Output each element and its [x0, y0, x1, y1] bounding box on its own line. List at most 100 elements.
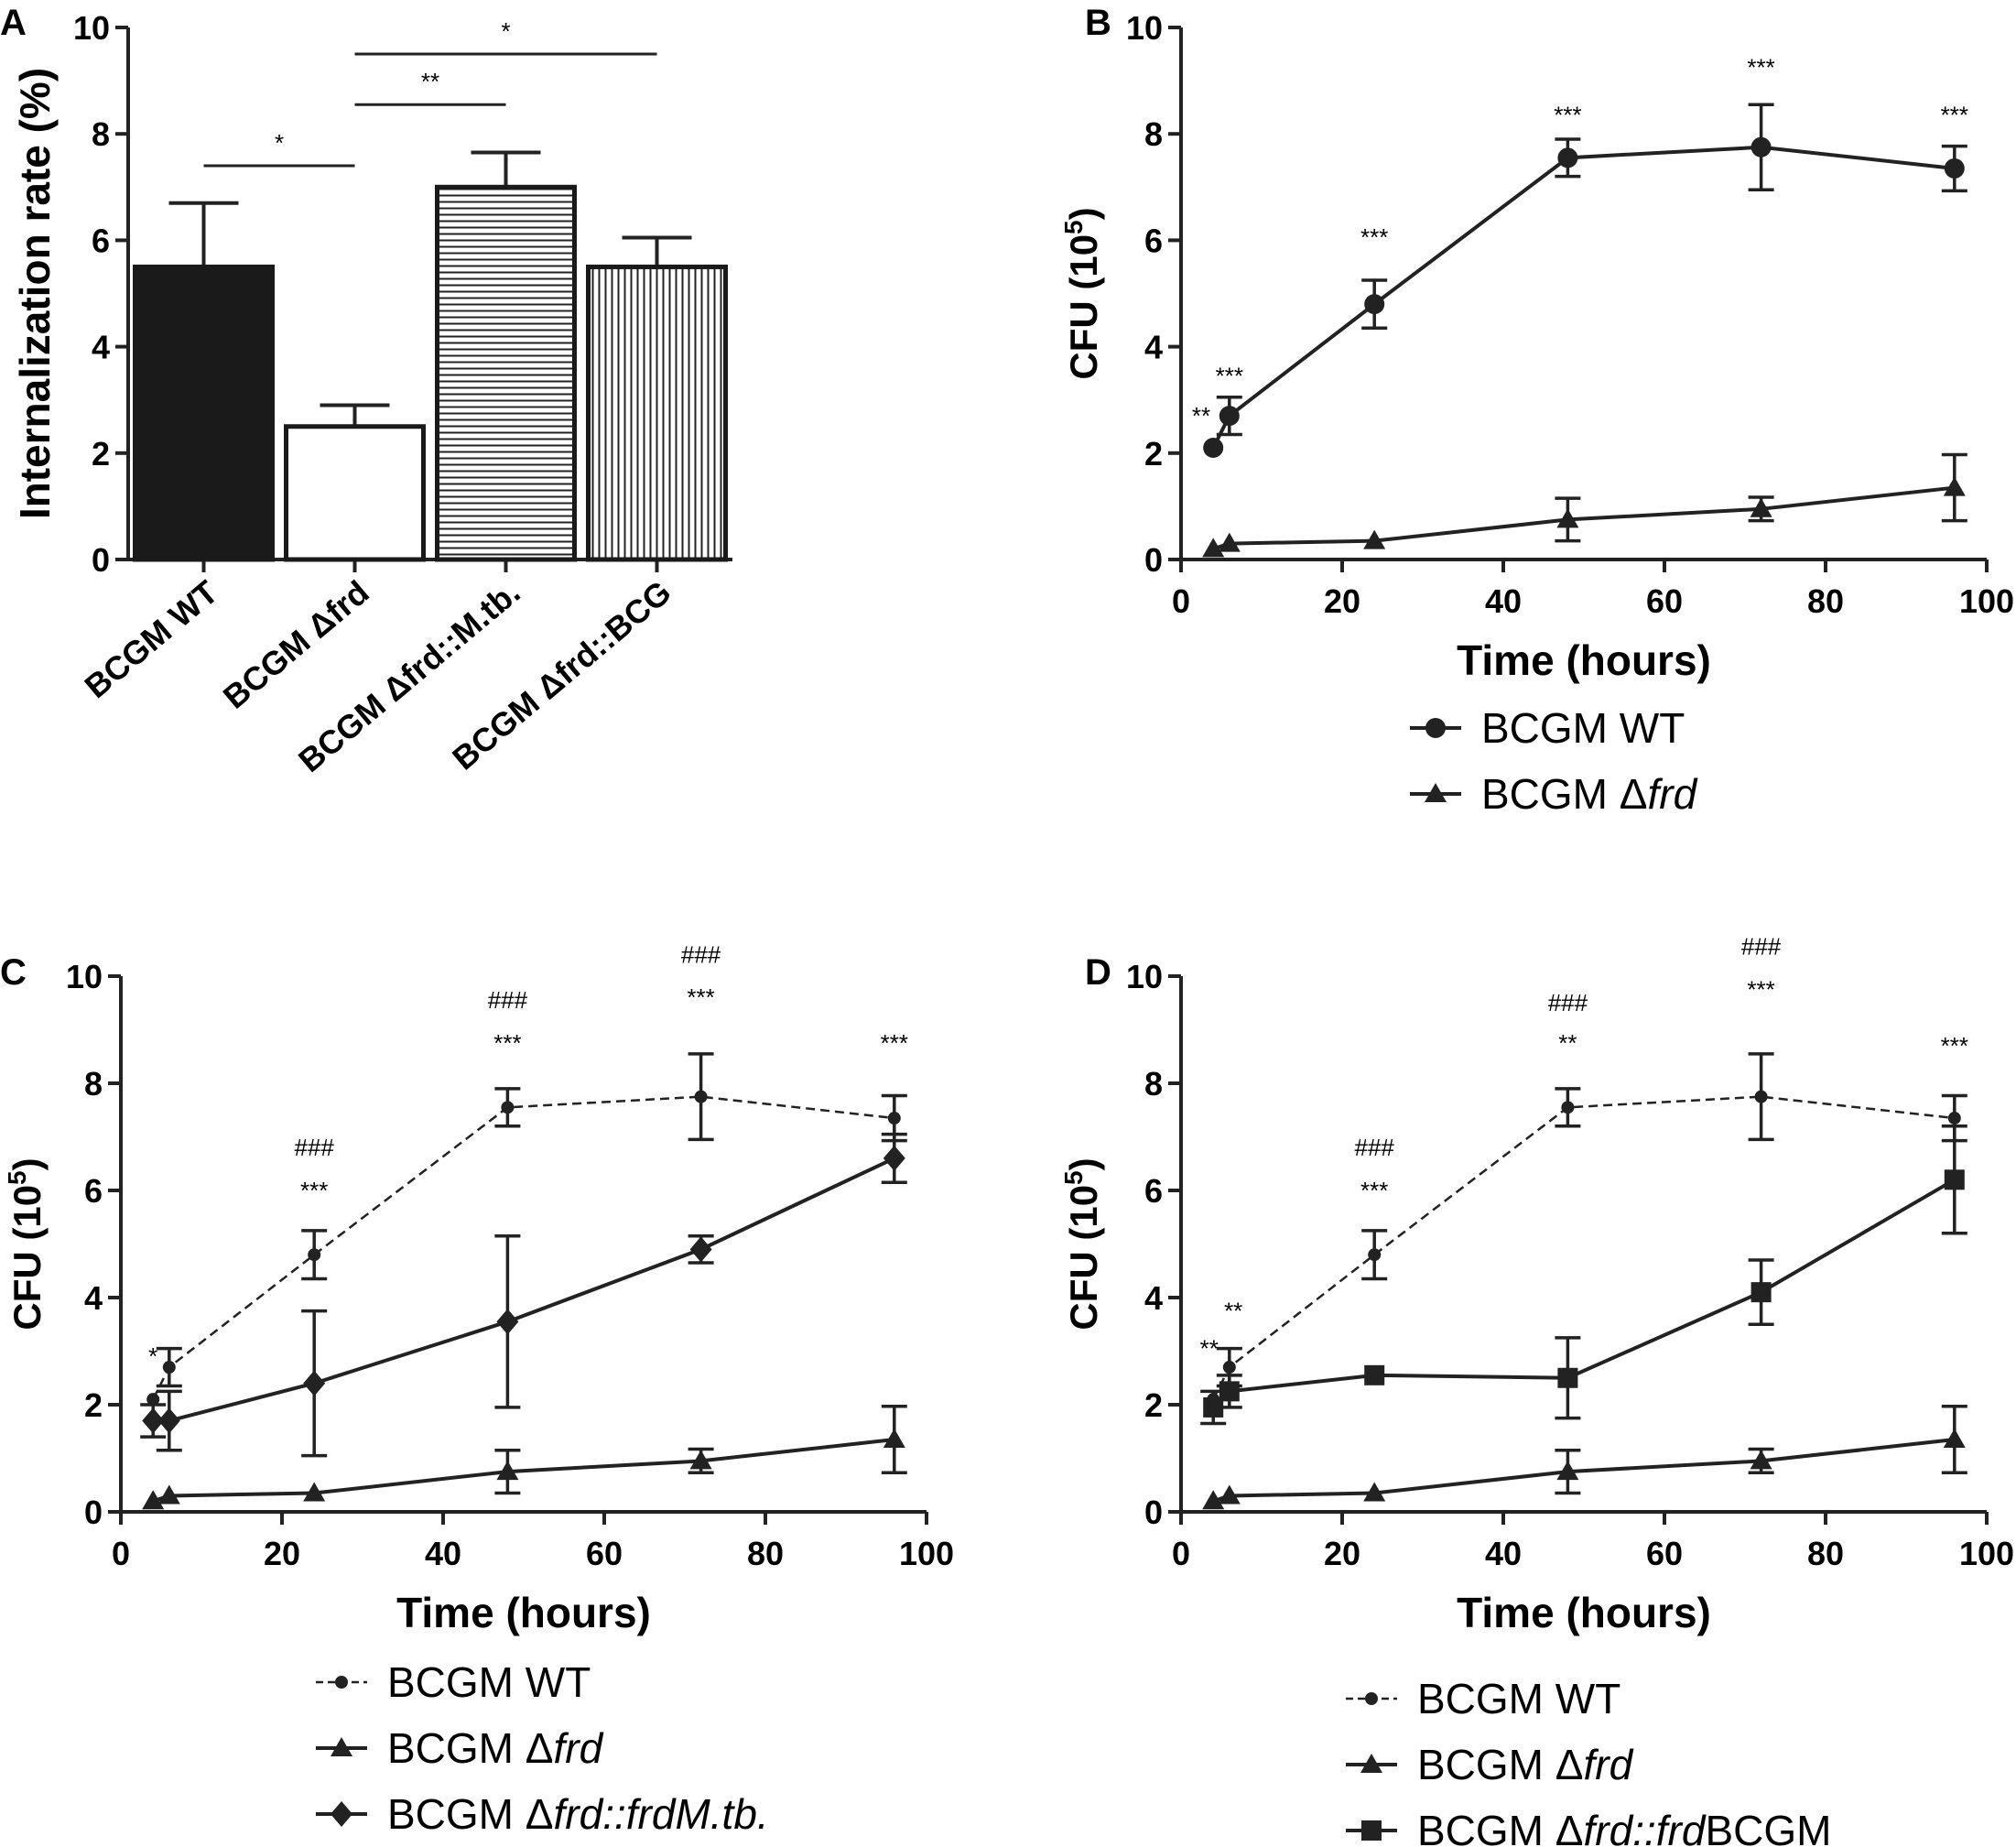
legend-label-text: WT [526, 1658, 591, 1706]
significance-label: * [275, 129, 284, 157]
y-tick-label: 4 [1144, 1279, 1163, 1317]
significance-label: *** [687, 983, 714, 1011]
legend-marker [1361, 1820, 1382, 1841]
y-axis-label-exponent: 5 [3, 1170, 31, 1185]
data-point [883, 1429, 905, 1449]
legend-label-italic: frd::frd [1584, 1807, 1707, 1847]
data-point [1363, 529, 1386, 549]
x-tick-label: 100 [1959, 1535, 2014, 1572]
legend-marker [331, 1737, 352, 1756]
legend-label-italic: frd [1584, 1741, 1634, 1788]
data-point [1556, 508, 1579, 528]
data-point [496, 1461, 519, 1481]
significance-label: *** [1747, 975, 1774, 1003]
y-axis-label-exponent: 5 [1059, 1170, 1088, 1185]
data-point [1202, 538, 1225, 558]
significance-label: *** [881, 1029, 908, 1057]
legend-label: BCGM Δfrd [1481, 770, 1698, 818]
data-point [1219, 1381, 1240, 1402]
legend-marker [1360, 1754, 1382, 1773]
series-line [1212, 485, 1956, 551]
x-tick-label: 40 [425, 1535, 461, 1572]
data-point [142, 1490, 165, 1510]
x-tick-label: 0 [112, 1535, 130, 1572]
y-axis-label: CFU (105) [3, 1157, 49, 1330]
significance-label: * [501, 17, 510, 45]
legend-label: BCGM WT [1417, 1675, 1620, 1722]
significance-label: ** [1200, 1334, 1219, 1362]
data-point [1218, 1484, 1241, 1505]
y-tick-label: 2 [1144, 1386, 1163, 1424]
y-tick-label: 8 [84, 1065, 103, 1103]
data-point [1947, 1112, 1961, 1125]
significance-label: *** [1941, 1032, 1968, 1059]
significance-label: *** [1747, 53, 1774, 81]
legend-label-italic: frd::frdM.tb. [554, 1790, 769, 1838]
x-tick-label: 60 [1646, 582, 1683, 620]
significance-label: *** [1216, 362, 1243, 389]
data-point [1557, 147, 1578, 168]
data-point [1203, 437, 1224, 458]
x-axis-label: Time (hours) [396, 1589, 651, 1636]
x-tick-label: 100 [899, 1535, 954, 1572]
y-tick-label: 10 [1126, 9, 1163, 47]
data-point [1364, 1364, 1385, 1385]
legend-marker [1365, 1692, 1378, 1705]
significance-label: ### [1548, 989, 1588, 1016]
y-axis-label-close: ) [5, 1157, 49, 1170]
panel-label: D [1085, 952, 1111, 993]
x-axis-label: Time (hours) [1457, 1589, 1711, 1636]
x-tick-label: 80 [1807, 582, 1844, 620]
y-tick-label: 2 [92, 435, 110, 473]
y-axis-label-close: ) [1062, 207, 1105, 220]
y-tick-label: 6 [92, 222, 110, 259]
y-tick-label: 10 [66, 958, 103, 995]
legend-label-text: BCGM [1705, 1807, 1831, 1847]
significance-label: *** [493, 1029, 521, 1057]
x-tick-label: 20 [1324, 582, 1360, 620]
legend-label: BCGM Δfrd [1417, 1741, 1634, 1788]
data-point [1750, 1450, 1772, 1470]
significance-label: *** [1941, 102, 1968, 129]
data-point [1203, 1396, 1224, 1418]
data-point [1557, 1367, 1578, 1388]
panel-label: A [0, 3, 27, 43]
bar [435, 184, 577, 562]
significance-label: ** [421, 68, 439, 95]
x-tick-label: 40 [1485, 582, 1522, 620]
data-point [308, 1248, 321, 1262]
data-point [694, 1090, 708, 1103]
significance-label: ### [681, 940, 721, 968]
y-tick-label: 0 [92, 541, 110, 579]
data-point [1750, 497, 1772, 517]
x-tick-label: 60 [1646, 1535, 1683, 1572]
y-axis-label-close: ) [1062, 1157, 1105, 1170]
panel-label: C [0, 952, 27, 993]
legend-label-text: BCGM [1481, 704, 1620, 752]
significance-label: * [148, 1342, 157, 1370]
y-tick-label: 10 [73, 9, 110, 47]
legend-label: BCGM Δfrd [387, 1724, 604, 1772]
x-tick-label: 20 [1324, 1535, 1360, 1572]
y-tick-label: 4 [92, 329, 110, 366]
significance-label: ### [295, 1134, 335, 1161]
series-line [152, 1438, 895, 1504]
data-point [1202, 1490, 1225, 1510]
panel-a-bar-chart: A 0 2 4 6 8 10 Internalization rate (%) BCGM WTB… [0, 3, 732, 779]
x-tick-label: 80 [747, 1535, 784, 1572]
x-tick-label: 0 [1172, 1535, 1190, 1572]
y-axis-label: Internalization rate (%) [11, 68, 59, 519]
bar [586, 264, 728, 562]
y-tick-label: 2 [84, 1386, 103, 1424]
data-point [1368, 1248, 1382, 1262]
x-tick-label: 80 [1807, 1535, 1844, 1572]
legend-label-text: WT [1555, 1675, 1621, 1722]
data-point [1556, 1461, 1579, 1481]
legend-label: BCGM WT [387, 1658, 591, 1706]
data-point [1561, 1101, 1575, 1114]
data-point [1944, 1169, 1965, 1190]
significance-label: *** [1360, 1177, 1388, 1204]
